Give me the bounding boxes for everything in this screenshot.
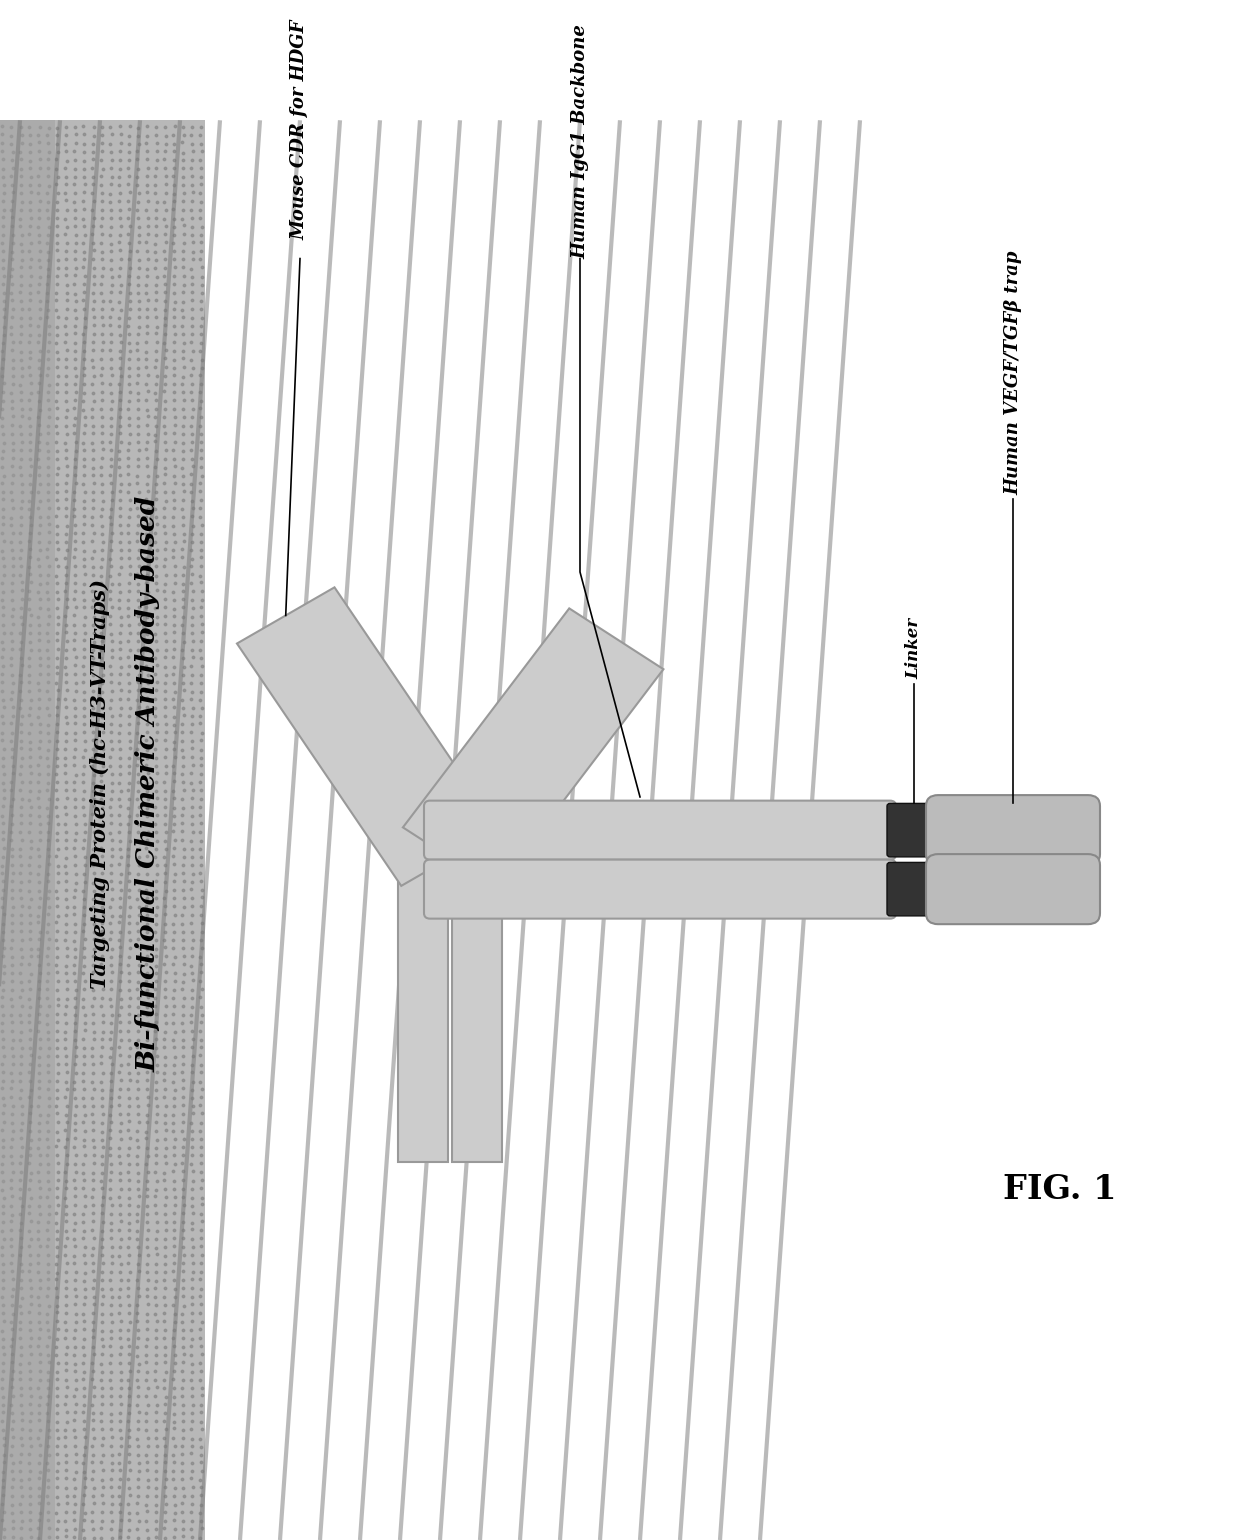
Polygon shape [237,587,498,886]
Text: Linker: Linker [905,618,923,679]
Bar [0,120,55,1540]
FancyBboxPatch shape [424,859,897,919]
Text: Bi-functional Chimeric Antibody-based: Bi-functional Chimeric Antibody-based [135,496,160,1072]
Text: Human IgG1 Backbone: Human IgG1 Backbone [570,23,589,259]
Polygon shape [403,608,663,889]
FancyBboxPatch shape [887,862,941,916]
Text: Targeting Protein (hc-H3-VT-Traps): Targeting Protein (hc-H3-VT-Traps) [91,579,110,989]
FancyBboxPatch shape [926,795,1100,865]
FancyBboxPatch shape [926,855,1100,924]
Text: Human VEGF/TGFβ trap: Human VEGF/TGFβ trap [1004,249,1022,494]
FancyBboxPatch shape [887,804,941,856]
FancyBboxPatch shape [424,801,897,859]
Bar [0,120,205,1540]
Polygon shape [453,858,502,1163]
Polygon shape [398,858,448,1163]
Text: Mouse CDR for HDGF: Mouse CDR for HDGF [291,20,309,240]
Text: FIG. 1: FIG. 1 [1003,1173,1117,1206]
